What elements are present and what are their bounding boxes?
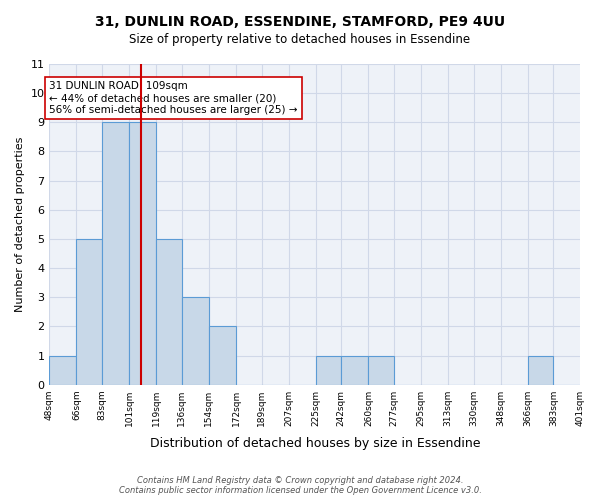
Text: 31, DUNLIN ROAD, ESSENDINE, STAMFORD, PE9 4UU: 31, DUNLIN ROAD, ESSENDINE, STAMFORD, PE… [95,15,505,29]
Bar [209,326,236,384]
Bar [316,356,341,384]
Bar [156,239,182,384]
Y-axis label: Number of detached properties: Number of detached properties [15,136,25,312]
Bar [182,297,209,384]
Bar [368,356,394,384]
Text: 31 DUNLIN ROAD: 109sqm
← 44% of detached houses are smaller (20)
56% of semi-det: 31 DUNLIN ROAD: 109sqm ← 44% of detached… [49,82,298,114]
X-axis label: Distribution of detached houses by size in Essendine: Distribution of detached houses by size … [150,437,480,450]
Text: Size of property relative to detached houses in Essendine: Size of property relative to detached ho… [130,32,470,46]
Bar [528,356,553,384]
Bar [76,239,102,384]
Bar [102,122,129,384]
Text: Contains HM Land Registry data © Crown copyright and database right 2024.
Contai: Contains HM Land Registry data © Crown c… [119,476,481,495]
Bar [129,122,156,384]
Bar [49,356,76,384]
Bar [341,356,368,384]
